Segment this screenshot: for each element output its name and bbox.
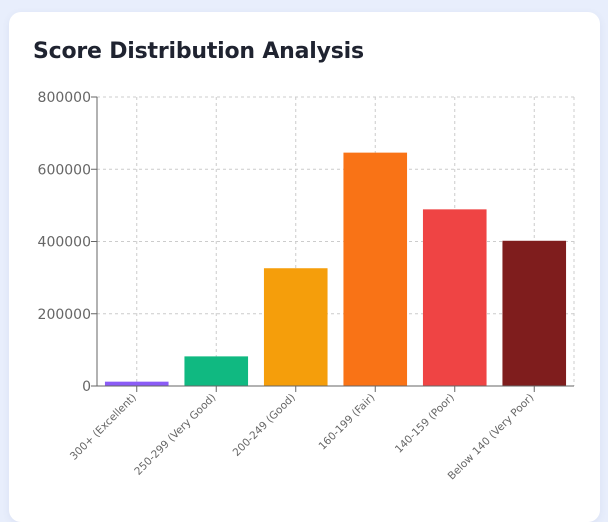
bar bbox=[263, 268, 328, 386]
x-tick-label: 200-249 (Good) bbox=[231, 392, 298, 459]
x-tick-label: 300+ (Excellent) bbox=[68, 392, 139, 463]
y-tick-label: 800000 bbox=[38, 90, 91, 106]
y-tick-label: 200000 bbox=[38, 307, 91, 323]
x-tick-label: 140-159 (Poor) bbox=[393, 392, 457, 456]
y-tick-label: 600000 bbox=[38, 162, 91, 178]
x-tick-label: 160-199 (Fair) bbox=[316, 392, 377, 453]
bar-chart: 0 200000 400000 600000 800000 300+ (Excellent… bbox=[38, 90, 575, 483]
x-tick-label: 250-299 (Very Good) bbox=[132, 392, 218, 478]
bar bbox=[104, 381, 169, 386]
bar bbox=[422, 209, 487, 386]
chart-title: Score Distribution Analysis bbox=[33, 39, 364, 64]
bar bbox=[184, 356, 249, 386]
y-tick-label: 400000 bbox=[38, 235, 91, 251]
bar bbox=[502, 240, 567, 386]
x-tick-label: Below 140 (Very Poor) bbox=[446, 392, 537, 483]
y-tick-label: 0 bbox=[82, 379, 91, 395]
bar bbox=[343, 152, 408, 386]
